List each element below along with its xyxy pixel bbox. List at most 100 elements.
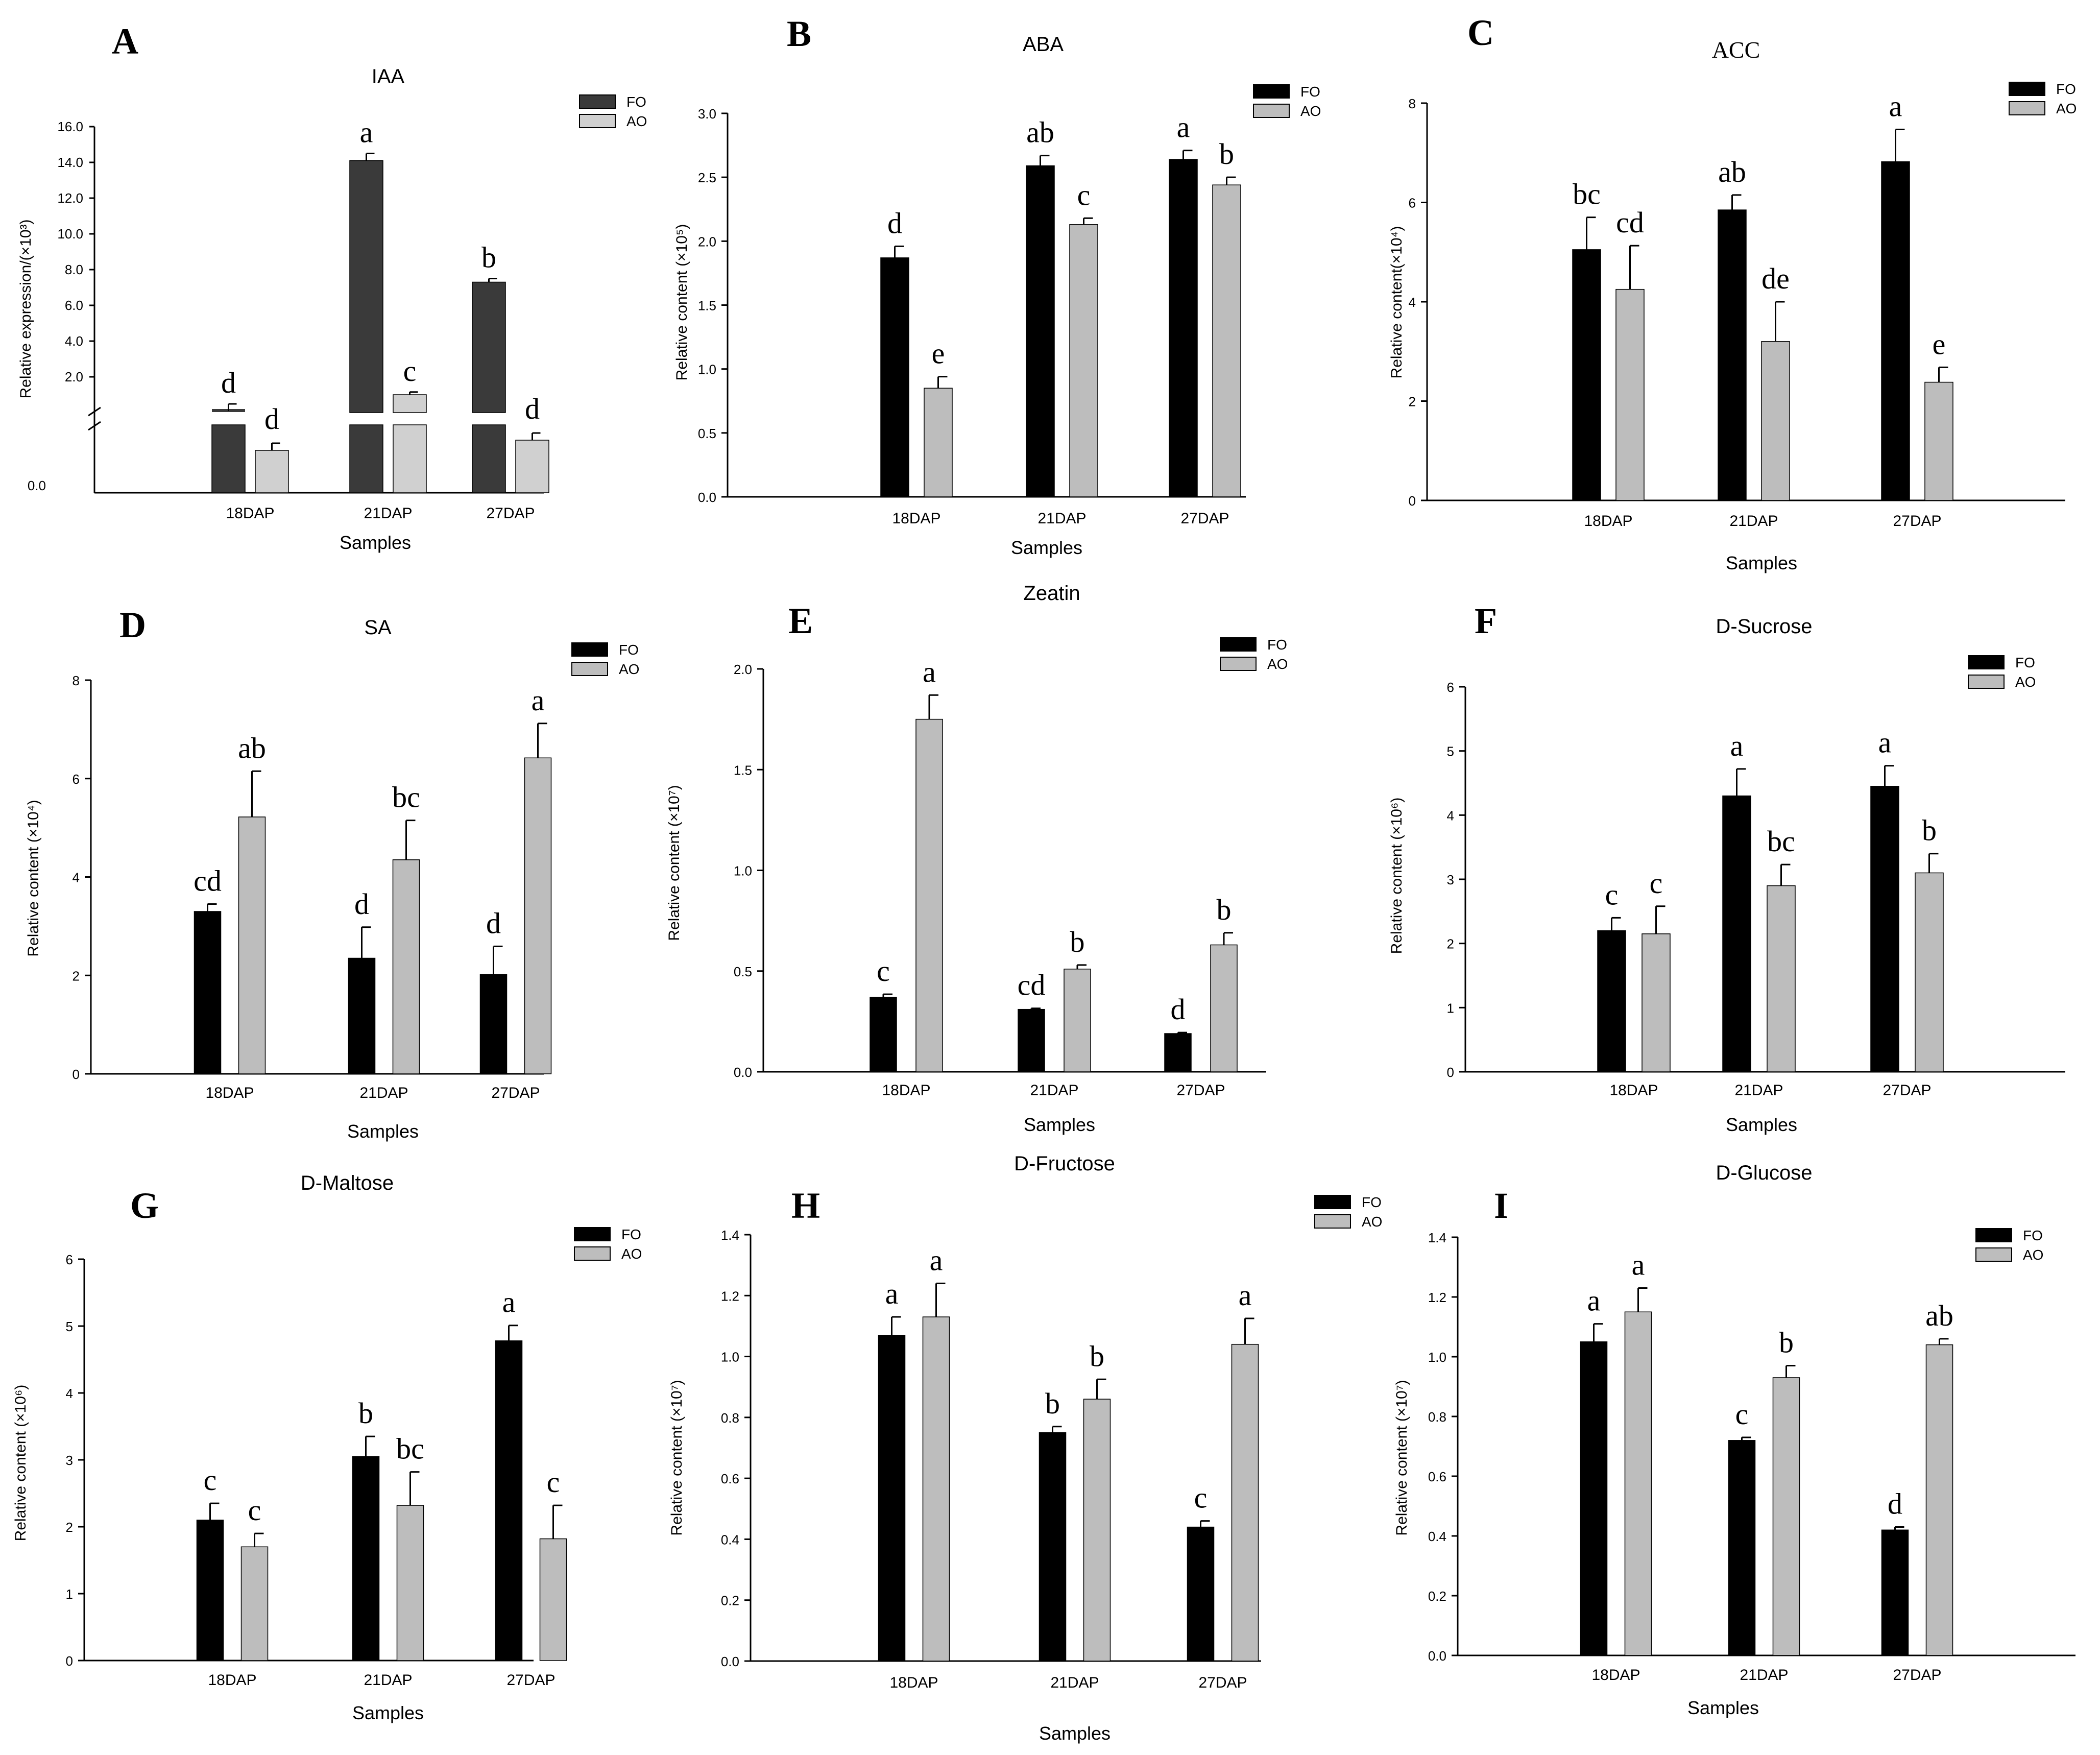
x-tick-label: 18DAP [1584,513,1632,530]
significance-letter: d [887,206,902,239]
y-tick-label: 1.2 [721,1288,739,1304]
bar-fo [1164,1033,1192,1072]
significance-letter: cd [194,864,222,898]
chart-iaa: A IAA 2.0 4.0 6.0 8.0 10.0 12.0 14.0 16.0 0.0 Relat… [17,21,647,553]
bar-fo [1881,1529,1909,1656]
bar-fo [348,957,376,1074]
y-tick-label: 1 [1447,1000,1454,1016]
bar-ao [1924,381,1953,501]
significance-letter: b [1779,1326,1794,1359]
significance-letter: a [1889,90,1902,123]
bar-ao [1069,224,1098,497]
chart-title: D-Fructose [1014,1152,1115,1175]
y-tick-label: 0.8 [1428,1409,1446,1425]
bar-ao [1083,1399,1111,1662]
x-tick-label: 27DAP [506,1672,555,1689]
x-axis-label: Samples [1039,1723,1111,1744]
y-tick-label: 1.4 [721,1228,739,1243]
y-tick-label: 0.4 [721,1532,739,1547]
bar-ao [392,859,420,1074]
y-tick-label: 0 [1409,493,1416,509]
y-tick-label: 1.0 [734,863,752,879]
significance-letter: c [1077,178,1091,211]
significance-letter: d [525,392,540,425]
significance-letter: b [481,241,496,274]
y-tick-label: 0.4 [1428,1529,1446,1544]
bar-ao [1231,1343,1259,1662]
x-axis-label: Samples [1726,552,1797,573]
significance-letter: bc [396,1432,424,1465]
y-tick-label: 4 [1409,295,1416,310]
y-tick-label: 5 [1447,744,1454,759]
significance-letter: c [877,954,890,988]
chart-title: ACC [1712,37,1760,63]
legend-swatch-ao [1314,1214,1351,1229]
y-tick-label: 10.0 [57,226,83,242]
significance-letter: c [1650,867,1663,900]
legend-label: FO [621,1227,641,1242]
x-axis-label: Samples [1687,1697,1759,1718]
y-axis-label: Relative content (×10⁷) [1393,1380,1410,1535]
bar-fo [1572,249,1601,501]
bar-fo [1018,1008,1045,1072]
legend-swatch-ao [2009,101,2045,115]
bar-ao [1761,341,1790,501]
panel-label: C [1467,12,1494,53]
x-tick-label: 21DAP [1734,1082,1783,1099]
bar-fo [352,1456,380,1661]
y-tick-label: 1.0 [698,362,716,377]
significance-letter: c [547,1465,560,1499]
legend-label: AO [619,661,639,677]
panel-label: A [112,21,138,62]
bar-fo-lower [211,424,246,493]
bar-ao [922,1316,950,1662]
y-tick-label: 4.0 [65,333,83,349]
bar-ao [1772,1377,1800,1656]
y-tick-label: 6 [66,1252,73,1267]
significance-letter: b [1090,1339,1104,1373]
x-tick-label: 27DAP [1176,1082,1225,1099]
panel-label: E [788,600,813,641]
bar-ao [238,816,266,1074]
legend-swatch-fo [1975,1228,2012,1242]
significance-letter: a [360,116,373,149]
bar-fo [878,1335,906,1662]
bar-ao [924,388,953,497]
x-tick-label: 27DAP [1893,513,1941,530]
y-tick-label: 1.0 [1428,1350,1446,1365]
legend-label: AO [1300,103,1321,119]
y-axis-label: Relative expression/(×10³) [17,220,34,399]
panel-label: D [119,605,146,645]
significance-letter: a [1587,1284,1601,1317]
significance-letter: bc [392,781,420,814]
legend-swatch-ao [1975,1247,2012,1262]
legend-label: FO [2015,655,2035,670]
significance-letter: b [1045,1387,1060,1420]
x-axis-label: Samples [1011,537,1082,558]
significance-letter: e [932,337,945,370]
bar-ao [1212,184,1241,497]
x-tick-label: 18DAP [208,1672,256,1689]
y-tick-label: 2 [66,1520,73,1535]
y-axis-label: Relative content(×10⁴) [1388,226,1405,379]
chart-title: D-Maltose [301,1172,394,1194]
bar-ao [1767,885,1796,1072]
y-tick-label: 6 [73,772,80,787]
chart-sa: D SA 0 2 4 6 8 Relative content (×10⁴) 18DAP 21DA… [25,605,639,1142]
legend-label: FO [1300,84,1320,100]
significance-letter: a [1632,1248,1645,1281]
y-tick-label: 6 [1447,680,1454,695]
y-tick-label: 2.5 [698,170,716,185]
bar-fo [479,974,508,1074]
y-tick-label: 5 [66,1319,73,1334]
y-tick-label: 8 [73,673,80,688]
y-tick-label: 0.6 [1428,1469,1446,1484]
bar-fo [194,911,222,1074]
significance-letter: bc [1767,825,1795,858]
bar-ao-lower [255,450,289,493]
significance-letter: d [1888,1487,1902,1520]
x-tick-label: 27DAP [486,505,535,522]
bar-ao-lower [515,440,549,493]
significance-letter: ab [1925,1299,1953,1332]
bar-ao [1925,1344,1953,1656]
